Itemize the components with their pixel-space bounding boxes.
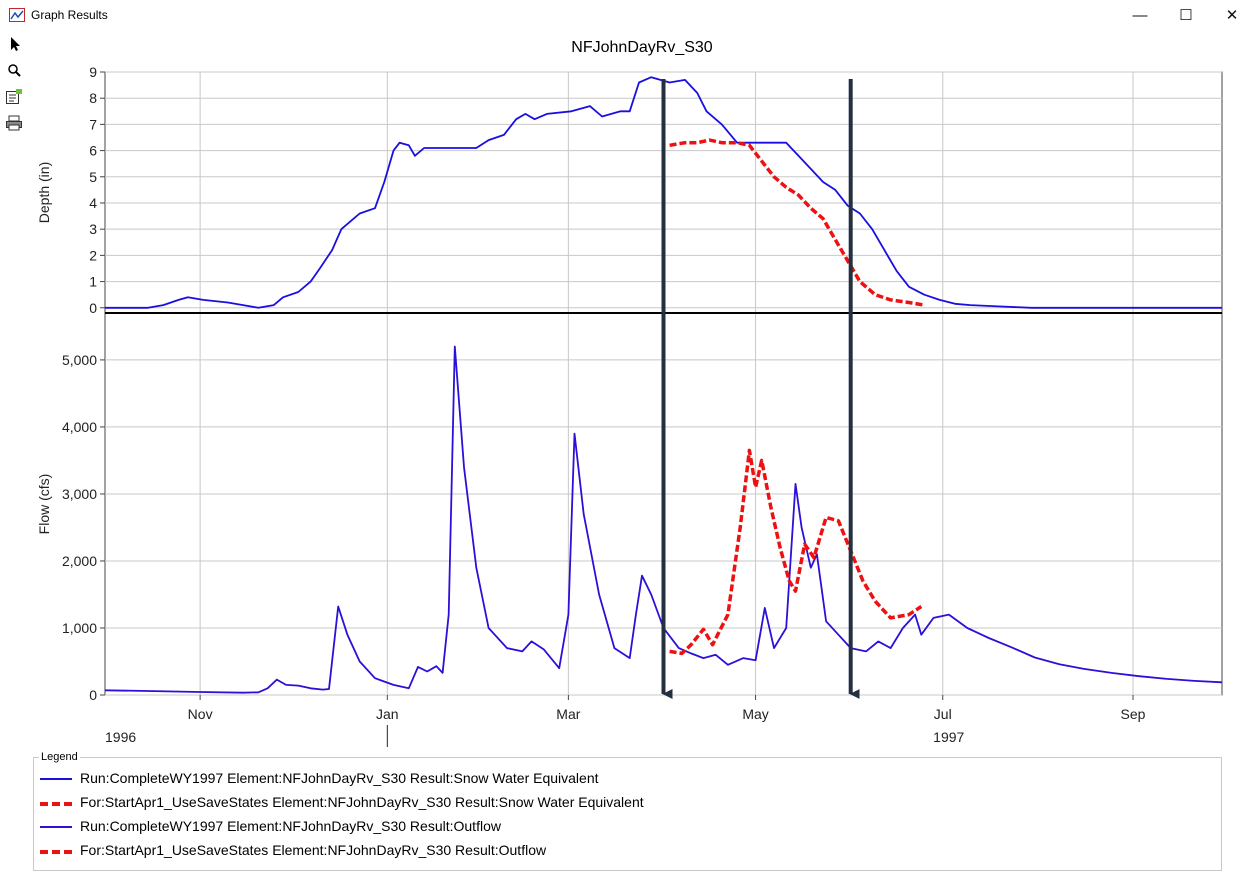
y-tick-label: 1,000 <box>62 620 97 636</box>
y-tick-label: 4 <box>89 195 97 211</box>
y-tick-label: 5,000 <box>62 352 97 368</box>
legend-swatch <box>40 802 72 806</box>
forecast-markers <box>661 79 860 699</box>
x-tick-label: May <box>742 706 768 722</box>
close-button[interactable]: ✕ <box>1225 7 1239 24</box>
print-tool-button[interactable] <box>5 114 23 132</box>
y-tick-label: 0 <box>89 300 97 316</box>
magnifier-icon <box>8 64 21 77</box>
x-year-label: 1996 <box>105 729 136 745</box>
x-tick-label: Nov <box>188 706 213 722</box>
y-tick-label: 2,000 <box>62 553 97 569</box>
y-tick-label: 4,000 <box>62 419 97 435</box>
properties-icon <box>6 89 22 104</box>
legend-title: Legend <box>39 751 80 763</box>
x-tick-label: Mar <box>556 706 580 722</box>
zoom-tool-button[interactable] <box>5 62 23 80</box>
depth-panel-series-line <box>105 76 1222 309</box>
legend-swatch <box>40 826 72 828</box>
x-tick-label: Jul <box>934 706 952 722</box>
y-tick-label: 1 <box>89 274 97 290</box>
flow-panel-series-line <box>669 448 923 656</box>
y-tick-label: 5 <box>89 169 97 185</box>
y-tick-label: 7 <box>89 116 97 132</box>
legend-label: Run:CompleteWY1997 Element:NFJohnDayRv_S… <box>80 818 501 834</box>
legend-swatch <box>40 850 72 854</box>
select-tool-button[interactable] <box>5 35 23 53</box>
flow-panel-ylabel: Flow (cfs) <box>36 474 52 535</box>
depth-panel-ylabel: Depth (in) <box>36 162 52 223</box>
window-titlebar: Graph Results — ☐ ✕ <box>0 0 1256 31</box>
maximize-button[interactable]: ☐ <box>1179 7 1193 24</box>
legend-label: For:StartApr1_UseSaveStates Element:NFJo… <box>80 794 644 810</box>
flow-panel-series-line <box>104 345 1223 694</box>
legend-box <box>33 757 1222 871</box>
properties-tool-button[interactable] <box>5 88 23 106</box>
legend-label: Run:CompleteWY1997 Element:NFJohnDayRv_S… <box>80 770 599 786</box>
y-tick-label: 6 <box>89 143 97 159</box>
axes: Nov Jan Mar May Jul Sep 1996 1997 0 1 2 3 4 5 6 7 8 9 Dept… <box>36 64 1222 747</box>
x-year-label: 1997 <box>933 729 964 745</box>
series-lines <box>104 76 1223 694</box>
legend-swatch <box>40 778 72 780</box>
minimize-button[interactable]: — <box>1132 7 1148 24</box>
y-tick-label: 2 <box>89 247 97 263</box>
y-tick-label: 8 <box>89 90 97 106</box>
y-tick-label: 3 <box>89 221 97 237</box>
app-graph-icon <box>9 8 25 22</box>
x-tick-label: Jan <box>376 706 399 722</box>
y-tick-label: 0 <box>89 687 97 703</box>
y-tick-label: 3,000 <box>62 486 97 502</box>
depth-panel-series-line <box>669 138 925 307</box>
graph-toolbar <box>0 31 28 874</box>
printer-icon <box>6 115 22 131</box>
y-tick-label: 9 <box>89 64 97 80</box>
chart-title: NFJohnDayRv_S30 <box>571 39 713 56</box>
arrow-pointer-icon <box>11 37 20 51</box>
legend-label: For:StartApr1_UseSaveStates Element:NFJo… <box>80 842 547 858</box>
x-tick-label: Sep <box>1121 706 1146 722</box>
window-title: Graph Results <box>31 8 108 22</box>
